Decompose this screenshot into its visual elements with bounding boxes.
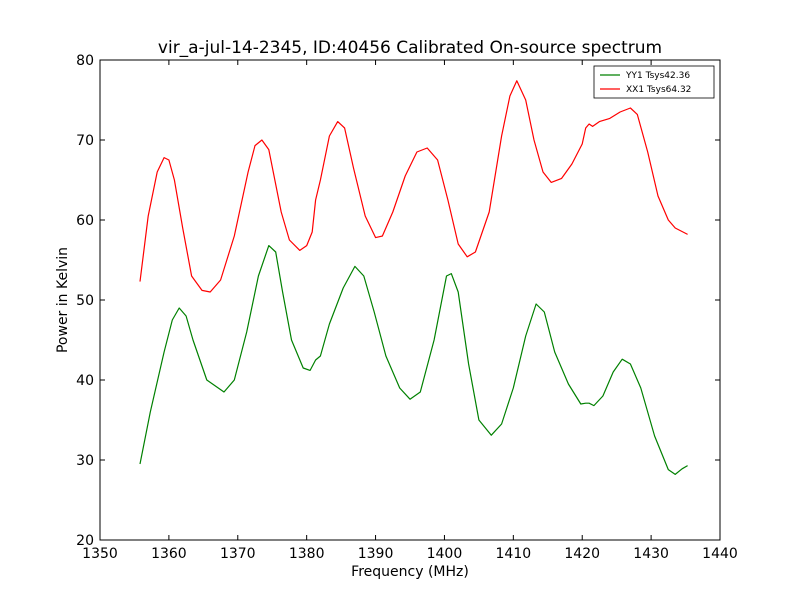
y-tick-label: 60 [76,213,94,229]
x-axis-label: Frequency (MHz) [351,564,469,580]
y-axis-label: Power in Kelvin [55,247,71,353]
series-layer [139,80,688,475]
y-tick-label: 50 [76,293,94,309]
y-tick-label: 40 [76,373,94,389]
x-tick-label: 1350 [82,546,118,562]
series-line-2 [139,80,688,293]
legend-box [593,65,715,99]
x-tick-label: 1410 [496,546,532,562]
legend-label-2: XX1 Tsys64.32 [626,85,691,95]
x-tick-label: 1400 [427,546,463,562]
x-tick-label: 1370 [220,546,256,562]
y-axis-ticks: 20 30 40 50 60 70 80 [76,53,720,549]
y-tick-label: 70 [76,133,94,149]
x-tick-label: 1360 [151,546,187,562]
y-tick-label: 30 [76,453,94,469]
x-tick-label: 1430 [633,546,669,562]
x-tick-label: 1420 [564,546,600,562]
y-tick-label: 80 [76,53,94,69]
x-tick-label: 1380 [289,546,325,562]
chart-title: vir_a-jul-14-2345, ID:40456 Calibrated O… [158,38,662,58]
legend-label-1: YY1 Tsys42.36 [625,71,690,81]
y-tick-label: 20 [76,533,94,549]
x-axis-ticks: 1350 1360 1370 1380 1390 1400 1410 1420 1430 1440 [82,60,738,562]
series-line-1 [139,245,688,475]
x-tick-label: 1440 [702,546,738,562]
legend: YY1 Tsys42.36 XX1 Tsys64.32 [593,65,715,99]
x-tick-label: 1390 [358,546,394,562]
